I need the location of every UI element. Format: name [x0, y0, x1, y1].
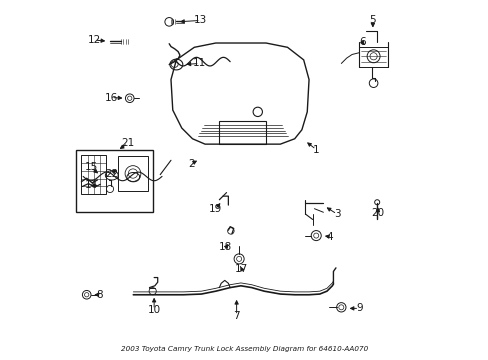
Text: 22: 22: [105, 168, 118, 179]
Text: 12: 12: [88, 35, 101, 45]
Text: 20: 20: [370, 208, 384, 218]
Text: 10: 10: [147, 305, 161, 315]
Text: 6: 6: [358, 37, 365, 47]
Text: 17: 17: [235, 264, 248, 274]
Text: 15: 15: [84, 162, 98, 172]
Bar: [81, 155, 106, 194]
Text: 9: 9: [355, 303, 362, 314]
Text: 4: 4: [326, 232, 332, 242]
Text: 7: 7: [233, 311, 240, 320]
Text: 11: 11: [193, 58, 206, 68]
Text: 1: 1: [312, 144, 319, 154]
Text: 2003 Toyota Camry Trunk Lock Assembly Diagram for 64610-AA070: 2003 Toyota Camry Trunk Lock Assembly Di…: [121, 346, 367, 352]
Text: 5: 5: [369, 15, 375, 26]
Text: 3: 3: [333, 209, 340, 219]
Text: 13: 13: [194, 15, 207, 26]
Text: 14: 14: [84, 180, 98, 190]
Bar: [118, 156, 147, 192]
Bar: [219, 121, 265, 144]
Text: 8: 8: [96, 290, 102, 300]
Text: 2: 2: [188, 159, 194, 169]
Text: 18: 18: [219, 242, 232, 252]
Text: 19: 19: [208, 204, 221, 215]
Text: 21: 21: [121, 139, 134, 148]
Bar: [76, 149, 153, 212]
Text: 16: 16: [104, 93, 118, 103]
